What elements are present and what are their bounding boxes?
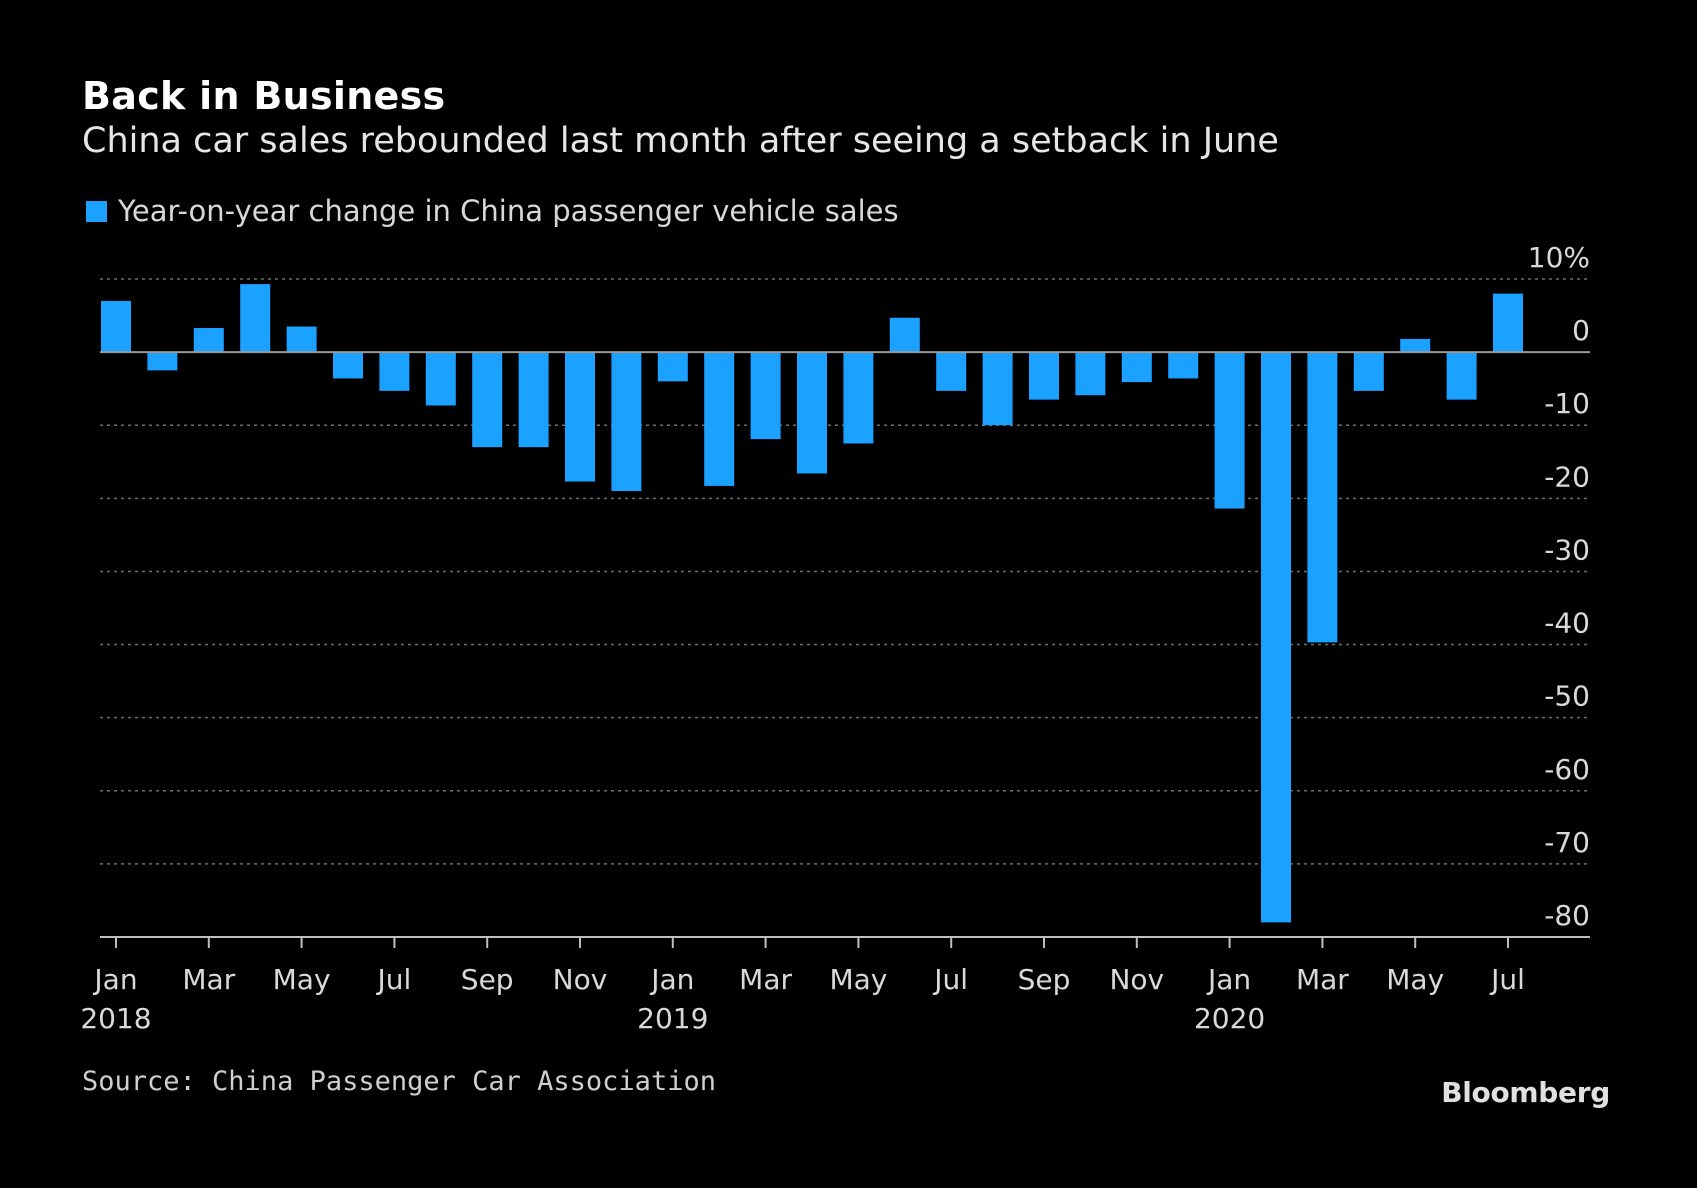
bar [1493,293,1523,353]
y-tick-label: -80 [1544,899,1590,932]
x-tick-label: Mar [1296,963,1349,996]
bar [101,300,131,353]
x-tick-year-label: 2018 [80,1002,151,1035]
y-tick-label: -40 [1544,607,1590,640]
x-tick-label: Jan [649,963,694,996]
bar [379,352,410,391]
bar [1029,352,1059,400]
x-tick-label: Mar [739,963,792,996]
bar [1400,338,1431,353]
legend-swatch [86,200,107,222]
bar [750,352,781,440]
x-tick-label: Jul [376,963,412,996]
bar [147,352,178,371]
bar [1261,352,1291,923]
bar [797,352,827,474]
bar [425,352,456,406]
bar [843,352,874,444]
x-tick-label: Sep [461,963,514,996]
bar [333,352,363,379]
x-tick-label: May [829,963,887,996]
bar [1353,352,1384,391]
x-tick-label: Mar [182,963,235,996]
bar [889,317,920,353]
bar [611,352,642,492]
bar [1075,352,1106,396]
bar [565,352,595,482]
x-tick-label: Sep [1018,963,1071,996]
bar [472,352,503,448]
bar [193,327,224,353]
source-note: Source: China Passenger Car Association [82,1066,716,1097]
bar [936,352,967,391]
brand-logo: Bloomberg [1441,1076,1610,1109]
y-tick-label: 10% [1528,241,1590,274]
y-tick-label: -50 [1544,680,1590,713]
bar [518,352,549,448]
y-tick-label: -10 [1544,387,1590,420]
bar [1168,352,1199,379]
x-tick-label: Jul [932,963,968,996]
legend-label: Year-on-year change in China passenger v… [118,194,899,228]
y-tick-label: 0 [1572,314,1590,347]
bar [704,352,735,486]
x-tick-label: Nov [553,963,608,996]
legend: Year-on-year change in China passenger v… [86,194,899,228]
chart-subtitle: China car sales rebounded last month aft… [82,121,1279,161]
x-tick-year-label: 2019 [637,1002,708,1035]
bar [286,326,317,353]
bar [657,352,688,382]
chart-title: Back in Business [82,74,446,118]
bar [1214,352,1245,509]
bar [240,284,271,353]
bar [982,352,1013,426]
y-tick-label: -20 [1544,460,1590,493]
x-tick-label: Jan [1206,963,1251,996]
bar [1307,352,1338,643]
y-tick-label: -60 [1544,753,1590,786]
y-tick-label: -70 [1544,826,1590,859]
y-tick-label: -30 [1544,533,1590,566]
x-tick-label: Jan [92,963,137,996]
x-tick-label: May [1386,963,1444,996]
x-tick-year-label: 2020 [1194,1002,1265,1035]
x-tick-label: Jul [1489,963,1525,996]
bar [1121,352,1152,383]
x-tick-label: Nov [1109,963,1164,996]
bar [1446,352,1477,400]
x-tick-label: May [273,963,331,996]
